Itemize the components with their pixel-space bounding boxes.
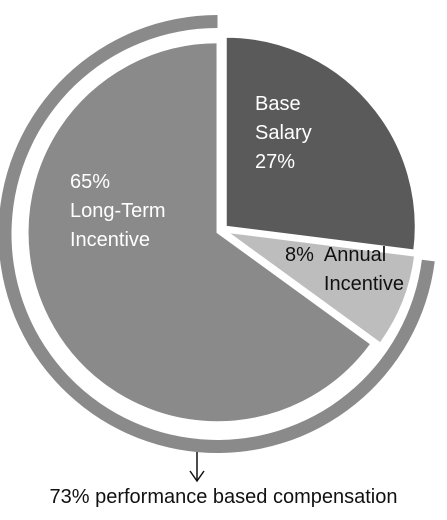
pie-slice bbox=[226, 230, 417, 345]
pie-slice bbox=[26, 41, 373, 424]
value-label: 27% bbox=[255, 151, 296, 173]
arrow-head bbox=[189, 470, 205, 483]
annotation: 73% performance based compensation bbox=[49, 486, 398, 508]
label-annual: 8% Annual Incentive bbox=[285, 241, 435, 299]
value-label: 65% bbox=[70, 171, 111, 193]
label-base: Base Salary 27% bbox=[255, 90, 345, 177]
value-label: 8% bbox=[285, 244, 314, 266]
category-label: Long-Term Incentive bbox=[70, 200, 166, 251]
category-label: Base Salary bbox=[255, 93, 312, 144]
label-long-term: 65% Long-Term Incentive bbox=[70, 168, 180, 255]
pie-slice bbox=[224, 35, 417, 252]
category-label: Annual Incentive bbox=[323, 244, 404, 295]
